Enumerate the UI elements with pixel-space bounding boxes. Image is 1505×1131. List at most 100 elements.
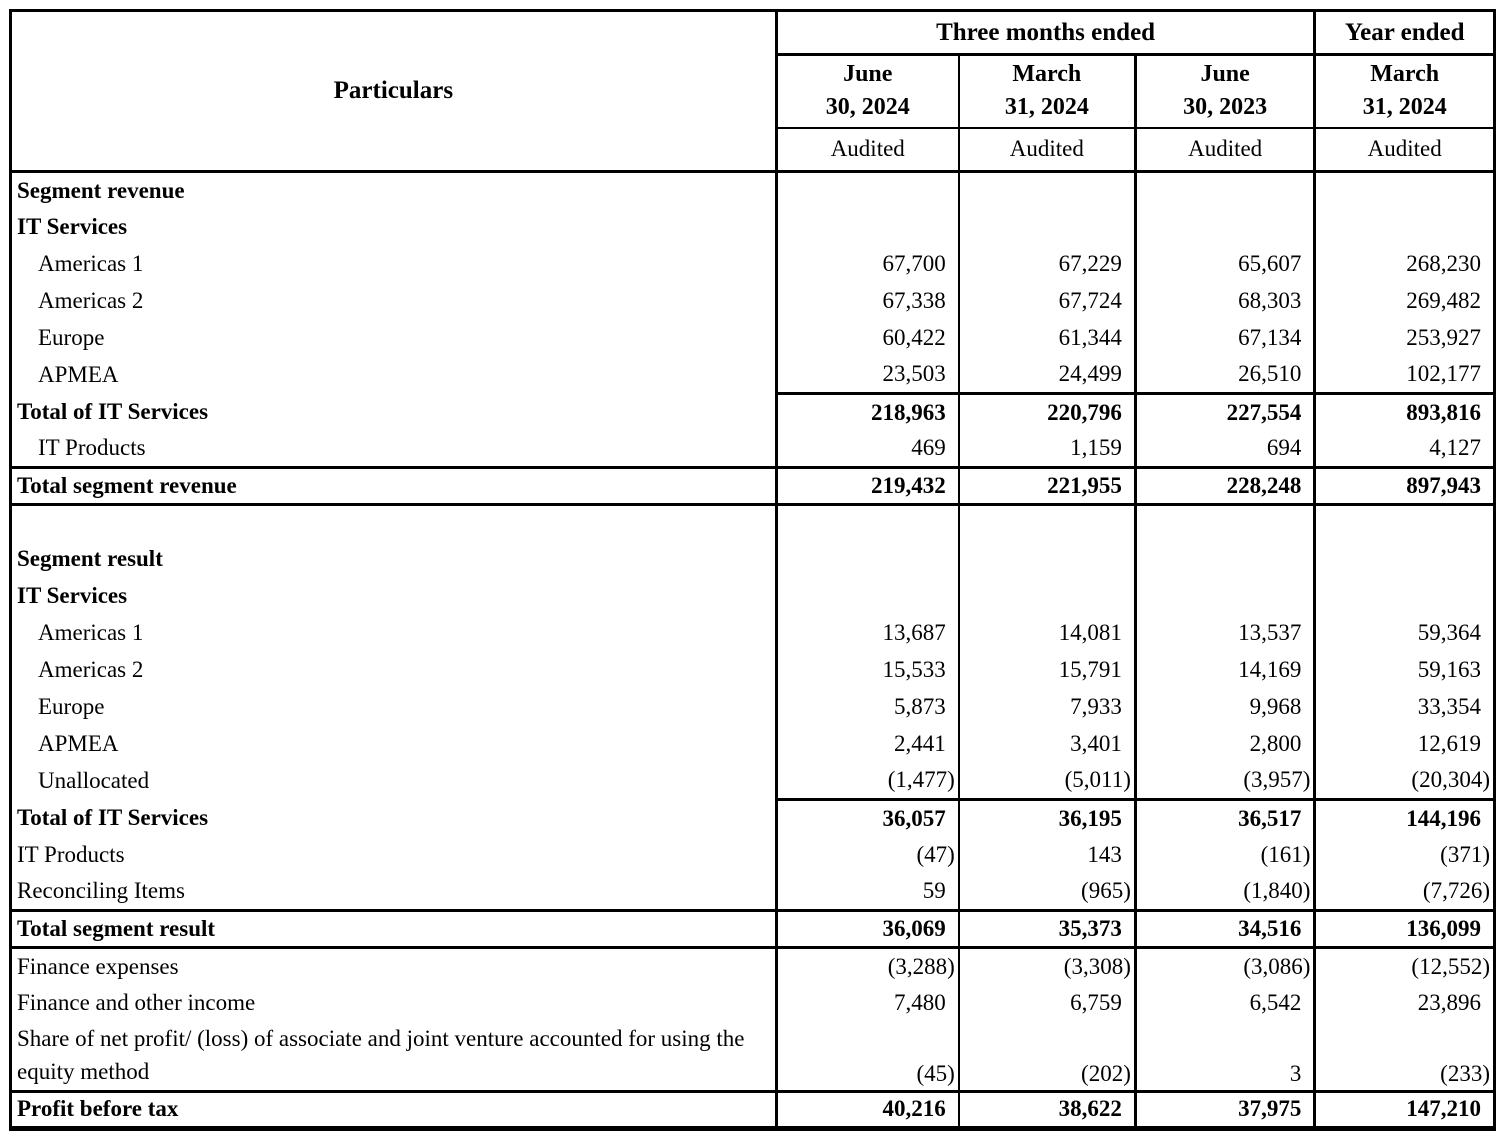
value-cell: 34,516 bbox=[1135, 909, 1317, 949]
value-cell bbox=[776, 540, 960, 578]
column-date-header: March 31, 2024 bbox=[958, 54, 1137, 129]
value-cell: (371) bbox=[1440, 842, 1490, 867]
table-header: Particulars Three months ended Year ende… bbox=[10, 10, 1495, 173]
period-group-row: Particulars Three months ended Year ende… bbox=[10, 10, 1495, 173]
value-cell: 6,759 bbox=[958, 984, 1137, 1022]
value-cell: 61,344 bbox=[958, 319, 1137, 357]
row-total-of-it-services: Total of IT Services 218,963 220,796 227,55… bbox=[10, 392, 1495, 431]
value-cell: 269,482 bbox=[1406, 288, 1481, 313]
value-cell: 897,943 bbox=[1314, 466, 1495, 506]
date-line1: June bbox=[1200, 61, 1250, 88]
value-cell: 36,069 bbox=[776, 909, 960, 949]
value-cell: 68,303 bbox=[1135, 282, 1317, 320]
value-cell bbox=[1135, 504, 1317, 541]
value-cell: 67,724 bbox=[958, 282, 1137, 320]
row-it-products: IT Products (47) 143 (161) (371) bbox=[10, 836, 1495, 874]
row-label: Europe bbox=[10, 319, 778, 357]
row-label: Americas 1 bbox=[10, 245, 778, 283]
value-cell: 23,503 bbox=[776, 356, 960, 394]
value-cell: (3,086) bbox=[1135, 947, 1317, 985]
audit-status-header: Audited bbox=[1135, 127, 1317, 173]
row-label: Profit before tax bbox=[10, 1089, 778, 1128]
value-cell: 136,099 bbox=[1314, 909, 1495, 949]
row-label: APMEA bbox=[10, 356, 778, 394]
row-label: Europe bbox=[10, 688, 778, 726]
value-cell: 36,057 bbox=[776, 798, 960, 837]
value-cell bbox=[1315, 505, 1495, 541]
row-label bbox=[10, 504, 778, 541]
row-total-segment-revenue: Total segment revenue 219,432 221,955 228,2… bbox=[10, 466, 1495, 506]
row-label: Total of IT Services bbox=[10, 393, 778, 431]
value-cell: 221,955 bbox=[958, 466, 1137, 506]
value-cell: 35,373 bbox=[958, 909, 1137, 949]
row-label: IT Products bbox=[10, 430, 778, 468]
value-cell bbox=[776, 577, 960, 615]
row-share-of-net-profit-loss-of-associate-and-joint-venture-accounted-for-using-the-equity-method: Share of net profit/ (loss) of associate… bbox=[10, 1021, 1495, 1091]
row-americas-1: Americas 1 13,687 14,081 13,537 59,364 bbox=[10, 614, 1495, 652]
value-cell: 13,537 bbox=[1135, 614, 1317, 652]
value-cell: 227,554 bbox=[1135, 392, 1317, 431]
row-europe: Europe 5,873 7,933 9,968 33,354 bbox=[10, 688, 1495, 726]
value-cell: 14,081 bbox=[958, 614, 1137, 652]
row-label: IT Services bbox=[10, 208, 778, 246]
value-cell: (5,011) bbox=[958, 762, 1137, 800]
row-label: Finance and other income bbox=[10, 984, 778, 1022]
row-label: Share of net profit/ (loss) of associate… bbox=[10, 1021, 778, 1091]
value-cell bbox=[1135, 540, 1317, 578]
date-line2: 31, 2024 bbox=[1362, 94, 1447, 121]
date-line2: 31, 2024 bbox=[1004, 94, 1089, 121]
value-cell: 144,196 bbox=[1314, 798, 1495, 837]
row-label: Segment revenue bbox=[10, 171, 778, 209]
audit-status-header: Audited bbox=[776, 127, 960, 173]
value-cell: 147,210 bbox=[1314, 1089, 1495, 1128]
value-cell: 59,163 bbox=[1417, 657, 1481, 682]
value-cell bbox=[1135, 208, 1317, 246]
value-cell: 24,499 bbox=[958, 356, 1137, 394]
date-line1: June bbox=[843, 61, 893, 88]
value-cell: (45) bbox=[776, 1021, 960, 1091]
value-cell: 14,169 bbox=[1135, 651, 1317, 689]
value-cell: 12,619 bbox=[1417, 731, 1481, 756]
segment-results-table: Particulars Three months ended Year ende… bbox=[9, 9, 1496, 1131]
value-cell: 67,700 bbox=[776, 245, 960, 283]
row-profit-before-tax: Profit before tax 40,216 38,622 37,975 147,2… bbox=[10, 1089, 1495, 1128]
value-cell: 268,230 bbox=[1406, 251, 1481, 276]
value-cell bbox=[1135, 577, 1317, 615]
value-cell: 13,687 bbox=[776, 614, 960, 652]
value-cell bbox=[958, 504, 1137, 541]
value-cell: 36,195 bbox=[958, 798, 1137, 837]
value-cell: (3,288) bbox=[776, 947, 960, 985]
row-label: Finance expenses bbox=[10, 947, 778, 985]
column-date-header: June 30, 2024 bbox=[776, 54, 960, 129]
value-cell: 3 bbox=[1135, 1021, 1317, 1091]
value-cell bbox=[1315, 578, 1495, 615]
value-cell: (202) bbox=[958, 1021, 1137, 1091]
value-cell: 102,177 bbox=[1406, 361, 1481, 387]
value-cell: (233) bbox=[1440, 1060, 1490, 1086]
row-it-products: IT Products 469 1,159 694 4,127 bbox=[10, 430, 1495, 468]
value-cell bbox=[1315, 209, 1495, 246]
value-cell: 26,510 bbox=[1135, 356, 1317, 394]
value-cell bbox=[958, 577, 1137, 615]
value-cell: 2,441 bbox=[776, 725, 960, 763]
row-label: Reconciling Items bbox=[10, 873, 778, 911]
value-cell: 59,364 bbox=[1417, 620, 1481, 645]
value-cell: 220,796 bbox=[958, 392, 1137, 431]
value-cell: 65,607 bbox=[1135, 245, 1317, 283]
value-cell: 9,968 bbox=[1135, 688, 1317, 726]
column-date-header: June 30, 2023 bbox=[1135, 54, 1317, 129]
value-cell: 5,873 bbox=[776, 688, 960, 726]
value-cell: 7,480 bbox=[776, 984, 960, 1022]
date-line1: March bbox=[1370, 61, 1440, 88]
row-reconciling-items: Reconciling Items 59 (965) (1,840) (7,726) bbox=[10, 873, 1495, 911]
value-cell: 253,927 bbox=[1406, 325, 1481, 350]
value-cell: 37,975 bbox=[1135, 1089, 1317, 1128]
value-cell bbox=[1315, 541, 1495, 578]
value-cell: 40,216 bbox=[776, 1089, 960, 1128]
value-cell: (12,552) bbox=[1411, 953, 1490, 979]
value-cell: (47) bbox=[776, 836, 960, 874]
value-cell: 36,517 bbox=[1135, 798, 1317, 837]
value-cell bbox=[1315, 172, 1495, 209]
value-cell: 893,816 bbox=[1314, 392, 1495, 431]
